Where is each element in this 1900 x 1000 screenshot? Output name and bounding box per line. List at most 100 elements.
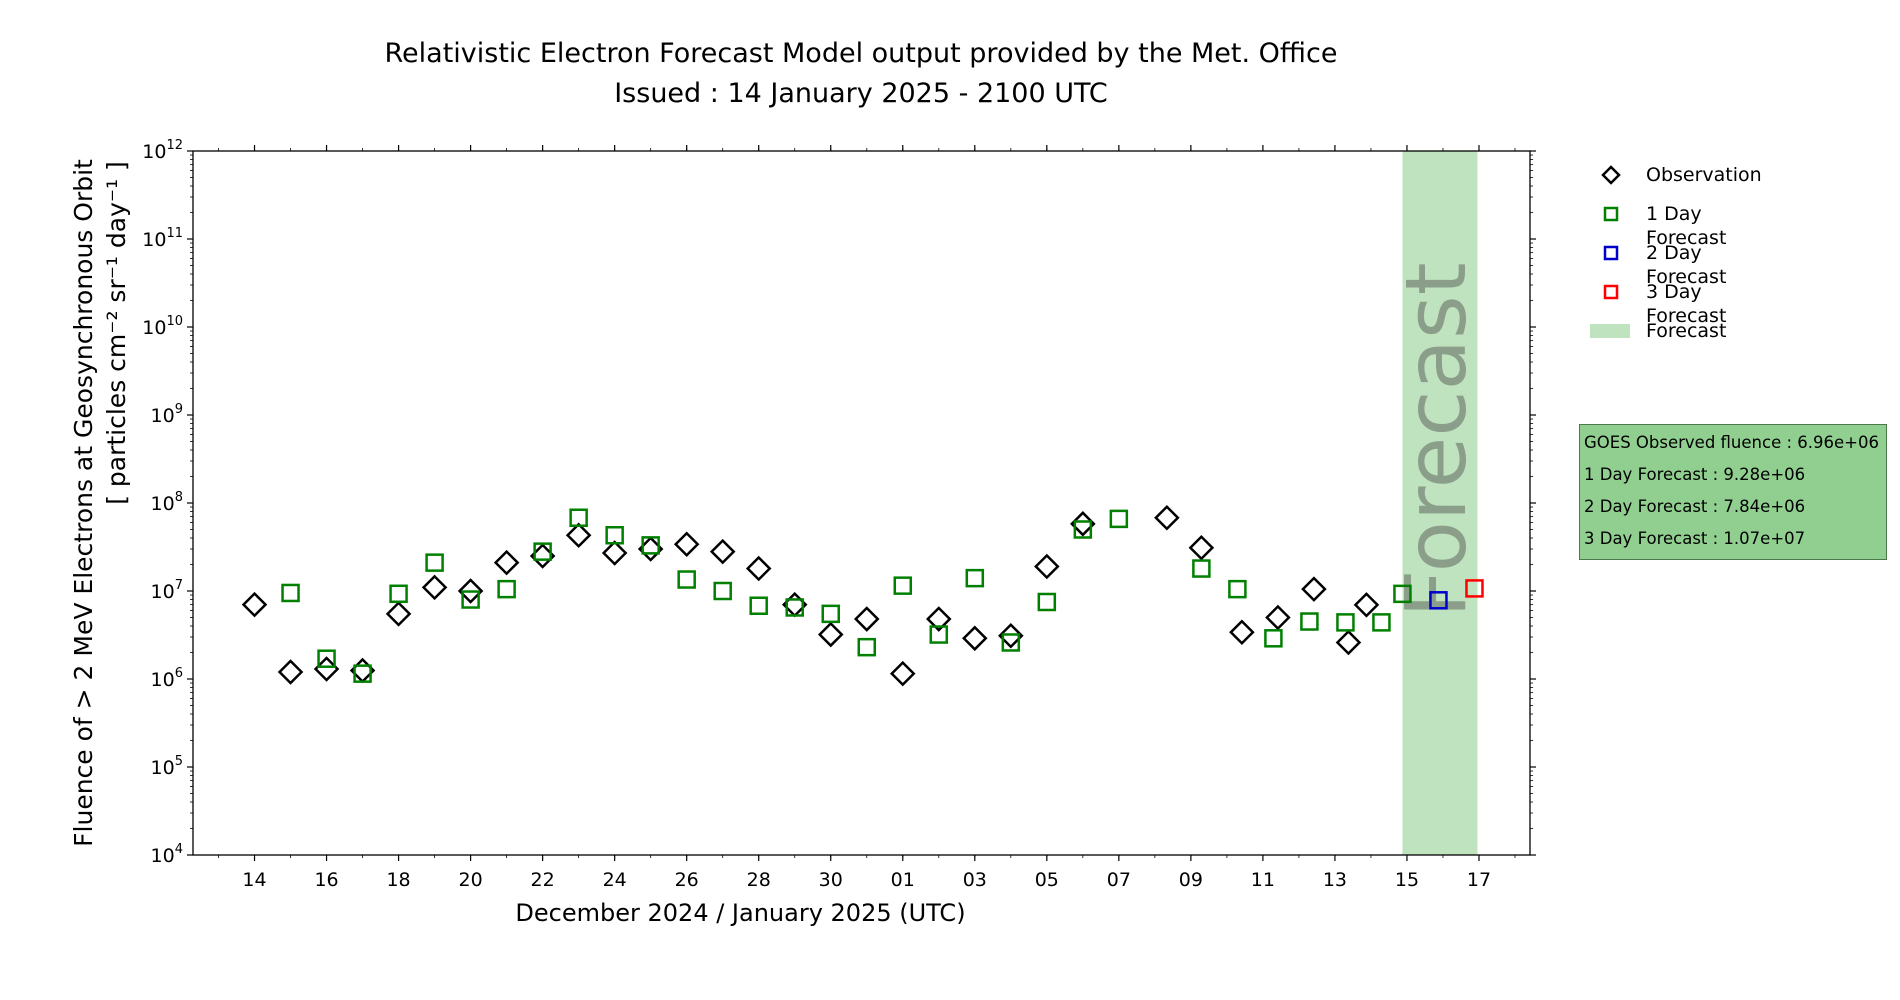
observation-point: [1265, 604, 1291, 631]
1-day-forecast-point: [497, 579, 516, 599]
1-day-forecast-point: [569, 508, 588, 527]
x-tick-label: 17: [1467, 869, 1491, 891]
3-day-forecast-point: [1465, 579, 1484, 598]
y-tick-label: 107: [151, 578, 183, 603]
1-day-forecast-point: [1300, 612, 1319, 631]
x-tick-label: 26: [675, 869, 699, 891]
observation-point: [1229, 619, 1255, 645]
diamond-marker-icon: [1601, 165, 1621, 185]
observation-point: [1335, 629, 1362, 656]
observation-point: [745, 555, 772, 582]
legend-label: 3 Day Forecast: [1646, 281, 1727, 327]
1-day-forecast-point: [821, 604, 840, 624]
1-day-forecast-point: [713, 581, 732, 601]
legend-label: Forecast: [1646, 320, 1727, 342]
observation-point: [421, 574, 448, 601]
x-tick-label: 05: [1035, 869, 1059, 891]
observation-point: [998, 622, 1024, 649]
square-marker-icon: [1603, 245, 1619, 261]
square-marker-icon: [1603, 206, 1619, 222]
x-tick-label: 15: [1395, 869, 1419, 891]
1-day-forecast-point: [1393, 584, 1412, 604]
observation-point: [493, 549, 520, 576]
1-day-forecast-point: [1372, 613, 1391, 632]
info-1-day-forecast: 1 Day Forecast : 9.28e+06: [1584, 465, 1806, 484]
observation-point: [1353, 592, 1380, 618]
info-observed-fluence: GOES Observed fluence : 6.96e+06: [1584, 433, 1879, 452]
observation-point: [1301, 576, 1327, 602]
x-tick-label: 14: [242, 869, 266, 891]
observation-point: [817, 621, 844, 648]
1-day-forecast-point: [389, 584, 408, 604]
legend-label: 1 Day Forecast: [1646, 203, 1727, 249]
observation-point: [457, 578, 484, 604]
x-tick-label: 20: [459, 869, 483, 891]
1-day-forecast-point: [605, 526, 624, 545]
y-tick-label: 106: [151, 666, 183, 691]
x-tick-label: 03: [963, 869, 987, 891]
1-day-forecast-point: [317, 649, 336, 668]
x-tick-label: 13: [1323, 869, 1347, 891]
plot-frame: [192, 150, 1531, 856]
y-tick-label: 104: [151, 842, 183, 867]
x-axis-label: December 2024 / January 2025 (UTC): [515, 899, 965, 927]
y-tick-label: 1012: [142, 138, 183, 163]
1-day-forecast-point: [1264, 629, 1283, 648]
1-day-forecast-point: [965, 568, 985, 588]
fluence-info-box: GOES Observed fluence : 6.96e+06 1 Day F…: [1579, 424, 1887, 560]
points-layer: [241, 504, 1484, 687]
y-tick-label: 109: [151, 402, 183, 427]
1-day-forecast-point: [533, 542, 552, 561]
1-day-forecast-point: [281, 583, 300, 603]
1-day-forecast-point: [425, 553, 444, 572]
observation-point: [1188, 534, 1215, 561]
band-swatch-icon: [1590, 324, 1630, 338]
1-day-forecast-point: [1109, 509, 1129, 529]
1-day-forecast-point: [749, 596, 768, 615]
observation-point: [926, 606, 952, 632]
1-day-forecast-point: [461, 590, 480, 609]
observation-point: [1154, 504, 1180, 531]
observation-point: [241, 591, 268, 618]
legend-label: Observation: [1646, 164, 1762, 186]
1-day-forecast-point: [1336, 613, 1355, 632]
info-2-day-forecast: 2 Day Forecast : 7.84e+06: [1584, 497, 1806, 516]
1-day-forecast-point: [857, 637, 877, 657]
1-day-forecast-point: [677, 570, 696, 589]
1-day-forecast-point: [1073, 520, 1093, 539]
observation-point: [1034, 553, 1060, 580]
2-day-forecast-point: [1429, 591, 1448, 610]
observation-point: [277, 659, 304, 685]
observation-point: [601, 540, 628, 566]
observation-point: [385, 601, 412, 627]
observation-point: [673, 531, 700, 557]
x-tick-label: 22: [531, 869, 555, 891]
1-day-forecast-point: [929, 625, 949, 644]
1-day-forecast-point: [785, 598, 804, 617]
observation-point: [565, 522, 592, 549]
x-tick-label: 24: [603, 869, 627, 891]
legend-label: 2 Day Forecast: [1646, 242, 1727, 288]
1-day-forecast-point: [1037, 592, 1057, 612]
observation-point: [709, 538, 736, 565]
1-day-forecast-point: [641, 536, 660, 555]
axes-layer: [187, 145, 1536, 861]
y-tick-label: 108: [151, 490, 183, 515]
forecast-band: [1402, 151, 1478, 855]
1-day-forecast-point: [353, 664, 372, 683]
x-tick-label: 16: [314, 869, 338, 891]
1-day-forecast-point: [1192, 559, 1211, 578]
x-tick-label: 28: [747, 869, 771, 891]
observation-point: [889, 660, 916, 687]
x-tick-label: 18: [386, 869, 410, 891]
x-tick-label: 11: [1251, 869, 1275, 891]
info-3-day-forecast: 3 Day Forecast : 1.07e+07: [1584, 529, 1806, 548]
x-tick-label: 09: [1179, 869, 1203, 891]
y-tick-label: 1011: [142, 226, 183, 251]
square-marker-icon: [1603, 284, 1619, 300]
1-day-forecast-point: [1001, 633, 1021, 652]
axis-labels-layer: 104 105 106 107 108 109 1010 1011 1012 14 16 18 20 22…: [69, 138, 1491, 927]
forecast-band-label: Forecast: [1387, 262, 1485, 617]
chart-subtitle: Issued : 14 January 2025 - 2100 UTC: [614, 78, 1108, 109]
